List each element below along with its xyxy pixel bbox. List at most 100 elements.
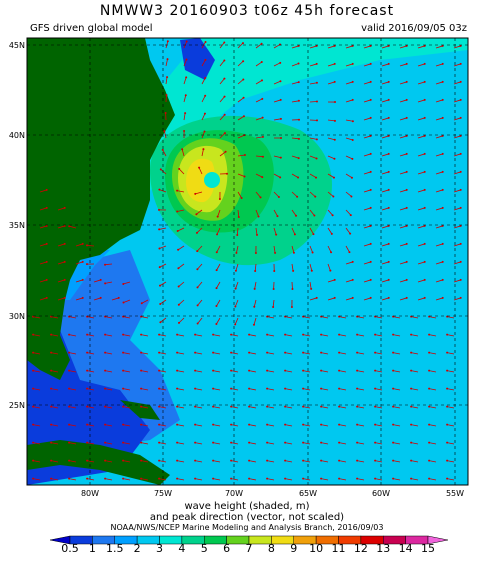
vector-head [82,279,84,281]
vector-head [410,388,412,390]
vector-head [242,42,244,44]
vector-head [212,370,214,372]
lon-label: 55W [446,489,464,498]
vector-head [194,478,196,480]
colorbar-label: 8 [268,542,275,555]
vector-head [352,63,354,65]
vector-head [356,334,358,336]
vector-head [140,442,142,444]
vector-head [278,196,280,198]
vector-head [388,243,390,245]
vector-head [46,261,48,263]
vector-head [122,406,124,408]
vector-head [334,297,336,299]
vector-head [212,478,214,480]
vector-head [392,460,394,462]
vector-head [266,406,268,408]
vector-head [284,352,286,354]
colorbar-label: 7 [246,542,253,555]
vector-head [266,424,268,426]
lat-label: 35N [9,221,25,230]
vector-head [392,478,394,480]
vector-head [196,268,198,270]
vector-head [122,424,124,426]
vector-head [176,424,178,426]
colorbar-label: 15 [421,542,435,555]
vector [310,101,317,102]
colorbar-label: 13 [376,542,390,555]
vector-head [205,41,207,43]
vector-head [216,287,218,289]
vector-head [261,98,263,100]
vector-head [424,243,426,245]
vector-head [223,78,225,80]
vector-head [68,388,70,390]
vector-head [122,442,124,444]
vector-head [374,424,376,426]
vector-head [320,334,322,336]
vector-head [46,243,48,245]
vector-head [178,286,180,288]
vector-head [374,406,376,408]
vector-head [176,211,178,213]
vector-head [302,478,304,480]
vector-head [442,261,444,263]
vector-head [32,388,34,390]
vector-head [262,117,264,119]
vector-head [261,176,263,178]
vector-head [388,63,390,65]
vector-head [176,352,178,354]
vector-head [46,207,48,209]
vector-head [212,388,214,390]
vector-head [302,334,304,336]
vector-head [392,352,394,354]
vector-head [256,234,258,236]
vector-head [320,460,322,462]
vector-head [104,352,106,354]
vector-head [46,189,48,191]
vector-head [224,96,226,98]
vector-head [410,478,412,480]
vector-head [266,442,268,444]
vector-head [68,460,70,462]
vector-head [388,207,390,209]
vector-head [32,460,34,462]
vector-head [32,370,34,372]
vector-head [86,406,88,408]
vector-head [338,352,340,354]
vector-head [272,306,274,308]
vector-head [334,81,336,83]
vector-head [294,233,296,235]
vector-head [158,228,160,230]
vector-head [332,196,334,198]
vector-head [349,233,351,235]
vector-head [224,114,226,116]
vector-head [406,207,408,209]
vector-head [176,370,178,372]
vector-head [370,189,372,191]
vector-head [158,370,160,372]
vector-head [212,406,214,408]
vector-head [236,234,238,236]
vector-head [248,334,250,336]
vector-head [183,130,185,132]
colorbar-label: 4 [178,542,185,555]
vector-head [217,216,219,218]
vector-head [238,216,240,218]
vector-head [442,207,444,209]
lon-label: 65W [299,489,317,498]
vector-head [356,388,358,390]
vector-head [316,119,318,121]
vector-head [248,352,250,354]
vector-head [392,406,394,408]
vector-head [241,197,243,199]
vector-head [224,132,226,134]
vector-head [442,99,444,101]
lat-label: 25N [9,401,25,410]
vector-head [266,370,268,372]
lat-label: 40N [9,131,25,140]
vector-head [388,171,390,173]
vector-head [348,251,350,253]
vector-head [374,442,376,444]
vector-head [223,60,225,62]
